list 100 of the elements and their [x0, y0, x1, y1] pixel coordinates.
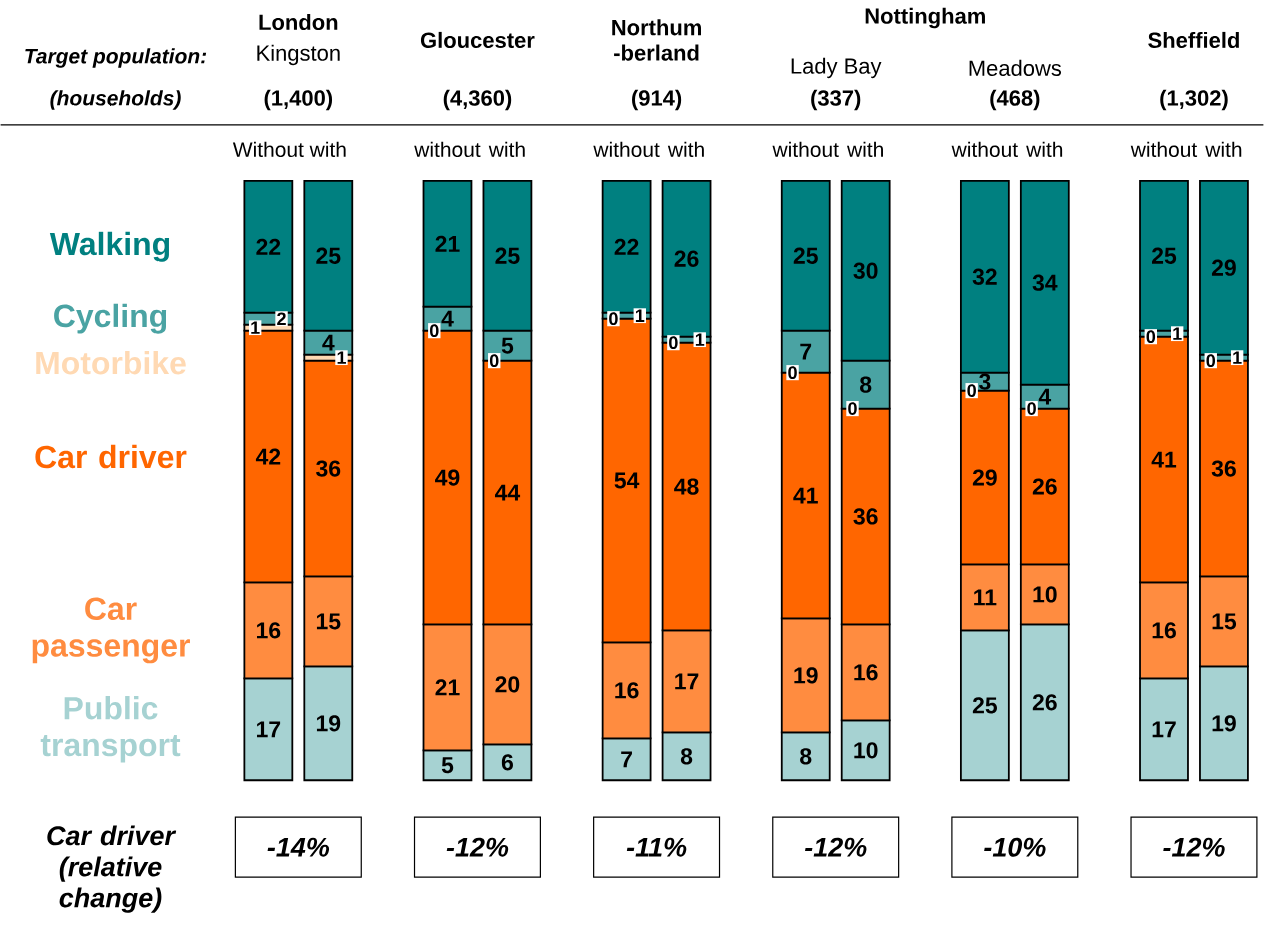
data-label: 2	[277, 312, 286, 325]
data-label: 6	[501, 754, 513, 771]
text: (4,360)	[443, 89, 512, 111]
x-tick-label: with	[309, 141, 346, 157]
data-label: 17	[257, 721, 281, 738]
text: Target population:	[25, 48, 207, 68]
data-label: 4	[1038, 388, 1052, 405]
text: -12%	[804, 837, 867, 857]
data-label: 41	[1151, 451, 1177, 468]
data-label: 7	[800, 343, 812, 360]
x-tick-label: with	[1026, 141, 1063, 157]
text: (1,400)	[264, 89, 333, 111]
chart-subtitle: Meadows	[969, 59, 1062, 76]
chart-title: Sheffield	[1148, 31, 1239, 48]
text: -10%	[984, 837, 1046, 857]
text: Car driver (relative change)	[47, 825, 177, 913]
data-label: 11	[974, 589, 997, 606]
annotation: 0	[489, 354, 499, 367]
data-label: 36	[316, 460, 341, 477]
annotation: 0	[1027, 402, 1036, 415]
x-tick-label: with	[488, 141, 525, 157]
data-label: 19	[316, 715, 341, 732]
x-tick-label: without	[593, 141, 660, 158]
data-label: 3	[979, 373, 991, 390]
text: Public transport	[40, 695, 181, 763]
x-tick-label: without	[772, 141, 839, 158]
data-label: 10	[1033, 586, 1057, 603]
data-label: 48	[674, 478, 699, 495]
data-label: 1	[337, 351, 346, 364]
data-label: 15	[1212, 613, 1237, 630]
annotation: 0	[788, 366, 797, 379]
text: -14%	[267, 837, 330, 857]
data-label: 4	[322, 334, 335, 351]
data-label: 29	[972, 469, 997, 486]
text: (1,302)	[1160, 89, 1228, 111]
data-label: 22	[256, 238, 281, 255]
data-label: 5	[501, 337, 514, 354]
data-label: 7	[621, 751, 632, 768]
data-label: 32	[972, 268, 997, 285]
x-tick-label: without	[1130, 141, 1198, 158]
x-tick-label: without	[414, 141, 481, 158]
data-label: 21	[435, 679, 460, 696]
text: Walking	[49, 231, 170, 262]
data-label: 25	[1152, 247, 1177, 264]
data-label: 26	[1032, 478, 1057, 495]
text: Cycling	[54, 303, 167, 334]
data-label: 8	[680, 748, 693, 765]
data-label: 1	[695, 333, 705, 346]
data-label: 29	[1211, 259, 1236, 276]
data-label: 16	[257, 622, 281, 639]
data-label: 10	[854, 742, 878, 759]
data-label: 26	[1032, 694, 1057, 711]
x-tick-label: with	[847, 141, 883, 157]
chart-title: Gloucester	[420, 31, 535, 48]
data-label: 1	[1233, 351, 1242, 364]
data-label: 54	[614, 472, 640, 489]
data-label: 44	[494, 484, 521, 501]
x-tick-label: Without	[232, 141, 304, 158]
data-label: 41	[793, 487, 818, 504]
data-label: 20	[495, 676, 520, 693]
annotation: 0	[430, 324, 439, 338]
data-label: 16	[615, 682, 639, 699]
data-label: 25	[316, 247, 341, 264]
data-label: 36	[853, 508, 878, 525]
data-label: 34	[1032, 274, 1058, 291]
chart-title: Nottingham	[865, 7, 985, 29]
data-label: 1	[251, 321, 260, 334]
chart-subtitle: Lady Bay	[791, 57, 882, 79]
data-label: 16	[854, 664, 878, 681]
data-label: 17	[1152, 721, 1176, 738]
annotation: 0	[848, 402, 857, 415]
data-label: 26	[674, 250, 699, 267]
data-label: 8	[800, 748, 812, 765]
chart-title: London	[259, 13, 338, 31]
data-label: 15	[316, 613, 341, 630]
text: (914)	[632, 89, 682, 111]
text: (468)	[990, 89, 1040, 111]
chart-title: Northum -berland	[612, 19, 701, 61]
series-label: Motorbike	[36, 350, 186, 375]
x-tick-label: with	[1205, 141, 1242, 157]
data-label: 21	[435, 235, 460, 252]
annotation: 0	[669, 336, 678, 349]
annotation: 0	[1146, 330, 1156, 344]
data-label: 25	[495, 247, 520, 264]
chart-subtitle: Kingston	[257, 44, 340, 66]
data-label: 5	[441, 757, 454, 774]
annotation: 0	[609, 312, 618, 326]
data-label: 19	[794, 667, 818, 684]
annotation: 0	[967, 384, 976, 397]
text: (households)	[50, 90, 181, 110]
annotation: 0	[1206, 354, 1216, 367]
series-label: Car passenger	[32, 597, 190, 664]
data-label: 17	[675, 673, 699, 690]
data-label: 1	[1173, 327, 1182, 340]
data-label: 25	[972, 697, 997, 714]
data-label: 49	[435, 469, 460, 486]
text: -12%	[1163, 837, 1225, 857]
data-label: 25	[793, 247, 818, 264]
data-label: 16	[1152, 622, 1176, 639]
data-label: 8	[860, 376, 872, 393]
